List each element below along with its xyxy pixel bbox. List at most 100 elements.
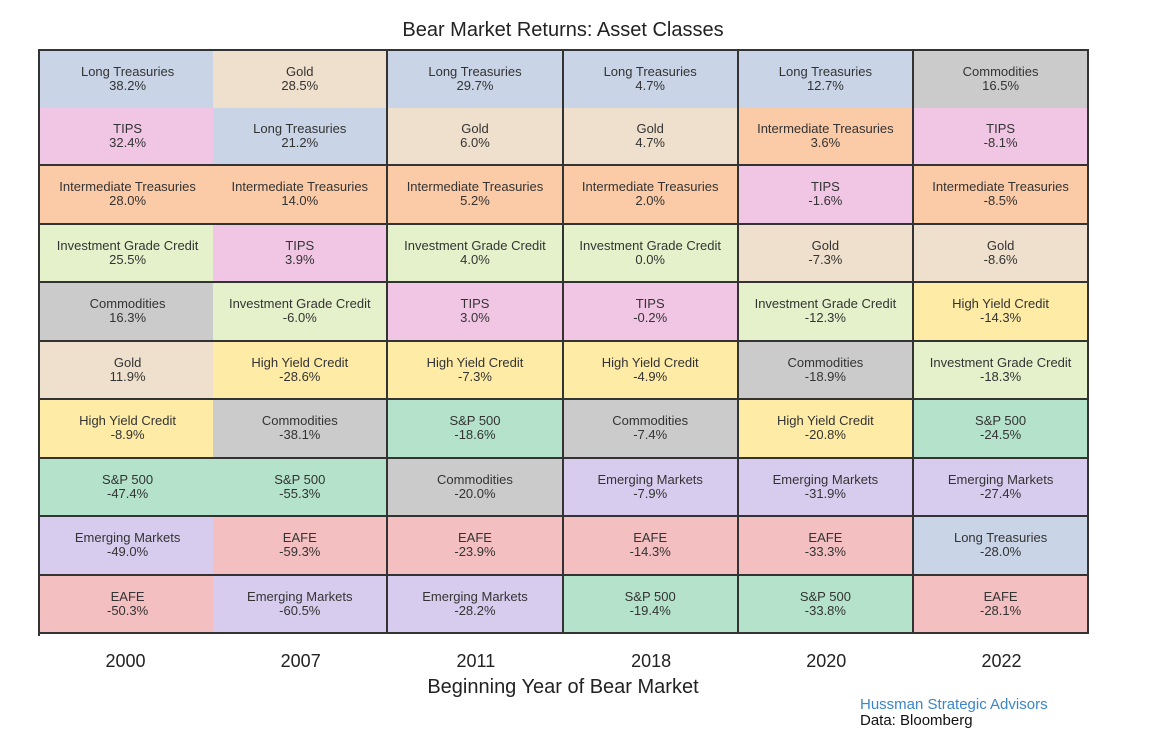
cell-asset-name: S&P 500: [799, 588, 851, 604]
table-cell: Gold 6.0%: [388, 107, 564, 166]
cell-return-value: -1.6%: [808, 193, 843, 208]
x-tick-label: 2007: [280, 651, 321, 671]
table-cell: EAFE -59.3%: [213, 517, 389, 576]
table-cell: Intermediate Treasuries 5.2%: [388, 166, 564, 225]
table-cell: Long Treasuries 38.2%: [40, 51, 218, 112]
cell-asset-name: Gold: [113, 354, 142, 370]
cell-return-value: -27.4%: [979, 485, 1022, 501]
cell-asset-name: EAFE: [282, 530, 317, 545]
cell-asset-name: TIPS: [113, 120, 143, 136]
table-cell: Commodities -20.0%: [388, 458, 564, 517]
cell-return-value: 16.5%: [982, 78, 1020, 93]
cell-asset-name: S&P 500: [274, 471, 326, 487]
table-cell: Long Treasuries 12.7%: [738, 51, 914, 112]
cell-return-value: -7.3%: [808, 251, 843, 267]
cell-return-value: -33.8%: [804, 602, 846, 618]
table-cell: S&P 500 -24.5%: [914, 400, 1090, 459]
cell-return-value: 4.7%: [635, 134, 665, 150]
cell-asset-name: Intermediate Treasuries: [757, 120, 894, 136]
cell-return-value: -6.0%: [282, 310, 317, 325]
cell-return-value: -7.9%: [633, 485, 668, 501]
table-cell: Gold 11.9%: [40, 341, 218, 400]
cell-asset-name: Intermediate Treasuries: [581, 179, 719, 194]
cell-asset-name: Investment Grade Credit: [754, 296, 897, 311]
cell-return-value: 28.5%: [281, 78, 319, 93]
cell-return-value: 29.7%: [456, 78, 494, 93]
cell-asset-name: Investment Grade Credit: [404, 237, 546, 253]
cell-asset-name: EAFE: [633, 530, 668, 545]
x-axis-label: Beginning Year of Bear Market: [427, 676, 699, 698]
cell-return-value: 25.5%: [109, 251, 147, 267]
cell-return-value: 4.0%: [460, 251, 490, 267]
cell-asset-name: Emerging Markets: [772, 471, 879, 487]
cell-asset-name: EAFE: [110, 588, 145, 604]
cell-return-value: -60.5%: [279, 602, 321, 618]
table-cell: S&P 500 -33.8%: [738, 575, 914, 634]
table-cell: S&P 500 -19.4%: [563, 575, 739, 634]
cell-return-value: -31.9%: [804, 485, 846, 501]
cell-return-value: -49.0%: [106, 544, 149, 559]
table-cell: High Yield Credit -28.6%: [213, 341, 389, 400]
cell-return-value: 21.2%: [281, 134, 319, 150]
cell-asset-name: Emerging Markets: [74, 530, 181, 545]
cell-return-value: 0.0%: [635, 251, 665, 267]
cell-return-value: -28.1%: [979, 602, 1022, 618]
table-cell: Emerging Markets -27.4%: [914, 458, 1090, 517]
cell-return-value: -18.9%: [804, 368, 846, 384]
cell-return-value: 12.7%: [806, 78, 844, 93]
cell-asset-name: Emerging Markets: [597, 471, 703, 487]
cell-asset-name: Gold: [286, 64, 314, 79]
cell-return-value: -24.5%: [979, 427, 1022, 442]
cell-asset-name: Investment Grade Credit: [929, 354, 1072, 370]
cell-asset-name: S&P 500: [449, 413, 501, 428]
cell-return-value: -20.0%: [454, 485, 496, 501]
cell-return-value: -20.8%: [804, 427, 846, 442]
cell-return-value: -7.4%: [633, 427, 668, 442]
table-cell: TIPS 3.9%: [213, 224, 389, 283]
cell-asset-name: Long Treasuries: [80, 64, 175, 79]
table-cell: Investment Grade Credit 25.5%: [40, 224, 218, 283]
table-cell: Investment Grade Credit -6.0%: [213, 283, 389, 342]
cell-asset-name: S&P 500: [624, 588, 676, 604]
cell-asset-name: Emerging Markets: [247, 588, 353, 604]
cell-asset-name: TIPS: [635, 296, 665, 311]
cell-return-value: 28.0%: [109, 193, 147, 208]
cell-return-value: -0.2%: [633, 310, 668, 325]
cell-return-value: 6.0%: [460, 134, 490, 150]
cell-return-value: -50.3%: [106, 602, 149, 618]
cell-asset-name: Gold: [986, 237, 1015, 253]
x-tick-label: 2018: [631, 651, 672, 671]
cell-return-value: -55.3%: [279, 485, 321, 501]
table-cell: Investment Grade Credit -18.3%: [914, 341, 1090, 400]
cell-return-value: -47.4%: [106, 485, 149, 501]
cell-return-value: -33.3%: [804, 544, 846, 559]
table-cell: Emerging Markets -28.2%: [388, 575, 564, 634]
table-cell: Commodities 16.5%: [914, 51, 1090, 112]
table-cell: Commodities -18.9%: [738, 341, 914, 400]
x-tick-label: 2000: [105, 651, 146, 671]
table-cell: EAFE -50.3%: [40, 575, 218, 634]
cell-asset-name: Investment Grade Credit: [228, 296, 371, 311]
cell-return-value: 3.6%: [810, 134, 841, 150]
cell-asset-name: High Yield Credit: [776, 413, 874, 428]
table-cell: EAFE -14.3%: [563, 517, 739, 576]
table-cell: Long Treasuries 4.7%: [563, 51, 739, 112]
x-tick-label: 2022: [981, 651, 1022, 671]
table-cell: Gold -8.6%: [914, 224, 1090, 283]
cell-asset-name: TIPS: [986, 120, 1016, 136]
table-cell: TIPS 3.0%: [388, 283, 564, 342]
cell-return-value: 11.9%: [109, 368, 146, 384]
cell-asset-name: High Yield Credit: [952, 296, 1049, 311]
cell-asset-name: Investment Grade Credit: [56, 237, 199, 253]
cell-return-value: -8.5%: [983, 193, 1018, 208]
cell-return-value: -59.3%: [279, 544, 321, 559]
cell-asset-name: Commodities: [962, 64, 1039, 79]
cell-asset-name: Long Treasuries: [253, 120, 347, 136]
cell-asset-name: EAFE: [808, 530, 843, 545]
cell-asset-name: Investment Grade Credit: [579, 237, 721, 253]
table-cell: High Yield Credit -20.8%: [738, 400, 914, 459]
table-cell: EAFE -33.3%: [738, 517, 914, 576]
table-cell: High Yield Credit -7.3%: [388, 341, 564, 400]
cell-return-value: 32.4%: [109, 134, 147, 150]
cell-return-value: 3.9%: [284, 251, 315, 267]
